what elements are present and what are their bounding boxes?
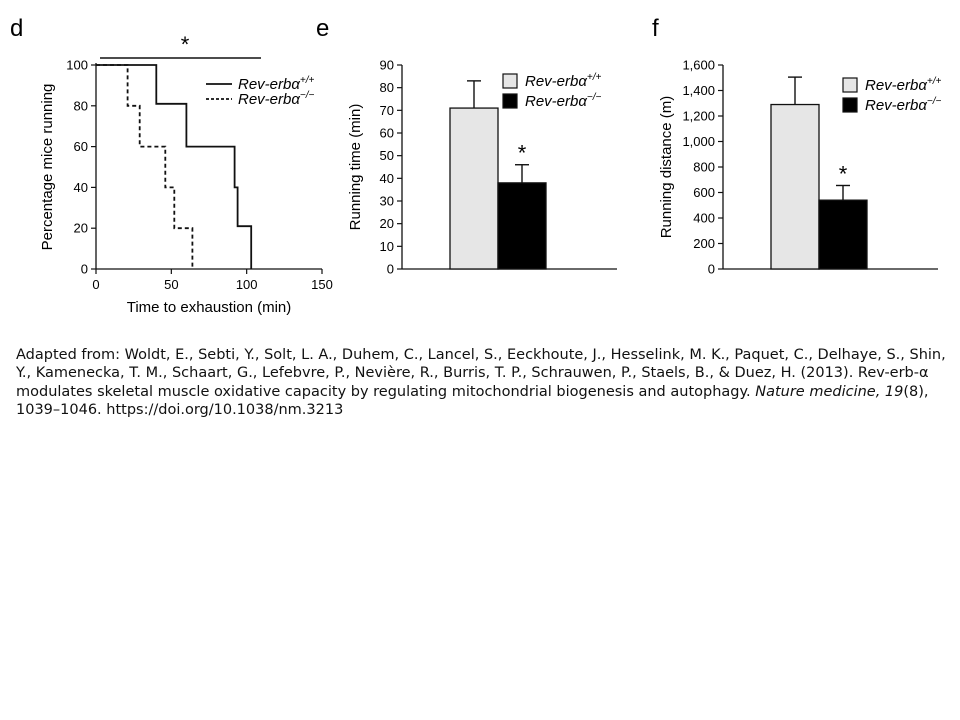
legend-label: Rev-erbα−/− <box>238 90 315 108</box>
legend-label: Rev-erbα+/+ <box>865 76 942 94</box>
y-tick-label: 0 <box>81 262 88 277</box>
legend-label: Rev-erbα+/+ <box>238 75 315 93</box>
legend-label: Rev-erbα−/− <box>865 96 942 114</box>
panel-f-bar-chart: f 0 200 400 600 800 1,000 1,200 1,400 1,600 Runni… <box>652 15 942 277</box>
legend-swatch <box>502 73 518 89</box>
y-tick-label: 30 <box>380 194 394 209</box>
y-tick-label: 200 <box>693 236 715 251</box>
y-tick-label: 1,000 <box>682 134 715 149</box>
y-tick-label: 20 <box>380 216 394 231</box>
legend-swatch <box>842 97 858 113</box>
y-tick-label: 600 <box>693 185 715 200</box>
y-tick-label: 10 <box>380 239 394 254</box>
legend-swatch <box>502 93 518 109</box>
y-tick-label: 80 <box>380 80 394 95</box>
y-axis-title: Percentage mice running <box>39 84 56 251</box>
series-line-knockout <box>96 64 194 269</box>
bar-wildtype <box>770 103 820 270</box>
y-tick-label: 1,600 <box>682 58 715 73</box>
panel-d-survival-chart: d * 0 20 40 60 80 100 0 50 100 150 Time to exhausti… <box>10 15 333 316</box>
significance-star: * <box>839 161 848 186</box>
citation-journal: Nature medicine, 19 <box>755 383 904 400</box>
x-tick-label: 150 <box>311 277 333 292</box>
y-tick-label: 70 <box>380 103 394 118</box>
y-tick-label: 1,400 <box>682 83 715 98</box>
y-axis-title: Running time (min) <box>347 104 364 231</box>
bar-knockout <box>497 182 547 270</box>
y-tick-label: 50 <box>380 148 394 163</box>
citation-tail: (8), 1039–1046. https://doi.org/10.1038/… <box>16 383 929 418</box>
x-tick-label: 100 <box>236 277 258 292</box>
panel-letter-e: e <box>316 15 329 42</box>
panel-letter-f: f <box>652 15 659 42</box>
y-tick-label: 90 <box>380 58 394 73</box>
y-tick-label: 800 <box>693 160 715 175</box>
legend-label: Rev-erbα−/− <box>525 92 602 110</box>
significance-star: * <box>181 32 190 57</box>
y-tick-label: 1,200 <box>682 109 715 124</box>
bar-knockout <box>818 199 868 270</box>
y-tick-label: 40 <box>380 171 394 186</box>
y-tick-label: 100 <box>66 58 88 73</box>
series-line-wildtype <box>96 64 253 269</box>
panel-letter-d: d <box>10 15 23 42</box>
y-tick-label: 40 <box>74 180 88 195</box>
x-tick-label: 50 <box>164 277 178 292</box>
y-tick-label: 60 <box>74 139 88 154</box>
y-tick-label: 400 <box>693 211 715 226</box>
y-tick-label: 20 <box>74 221 88 236</box>
y-tick-label: 60 <box>380 126 394 141</box>
y-tick-label: 0 <box>387 262 394 277</box>
legend-label: Rev-erbα+/+ <box>525 72 602 90</box>
significance-star: * <box>518 141 527 166</box>
panel-e-bar-chart: e 0 10 20 30 40 50 60 70 80 90 Running time (min) *… <box>316 15 617 277</box>
y-tick-label: 80 <box>74 98 88 113</box>
citation-text: Adapted from: Woldt, E., Sebti, Y., Solt… <box>16 347 946 400</box>
legend-swatch <box>842 77 858 93</box>
x-tick-label: 0 <box>92 277 99 292</box>
citation-caption: Adapted from: Woldt, E., Sebti, Y., Solt… <box>16 346 946 419</box>
x-axis-title: Time to exhaustion (min) <box>127 299 292 316</box>
y-axis-title: Running distance (m) <box>658 96 675 239</box>
y-tick-label: 0 <box>708 262 715 277</box>
bar-wildtype <box>449 107 499 270</box>
